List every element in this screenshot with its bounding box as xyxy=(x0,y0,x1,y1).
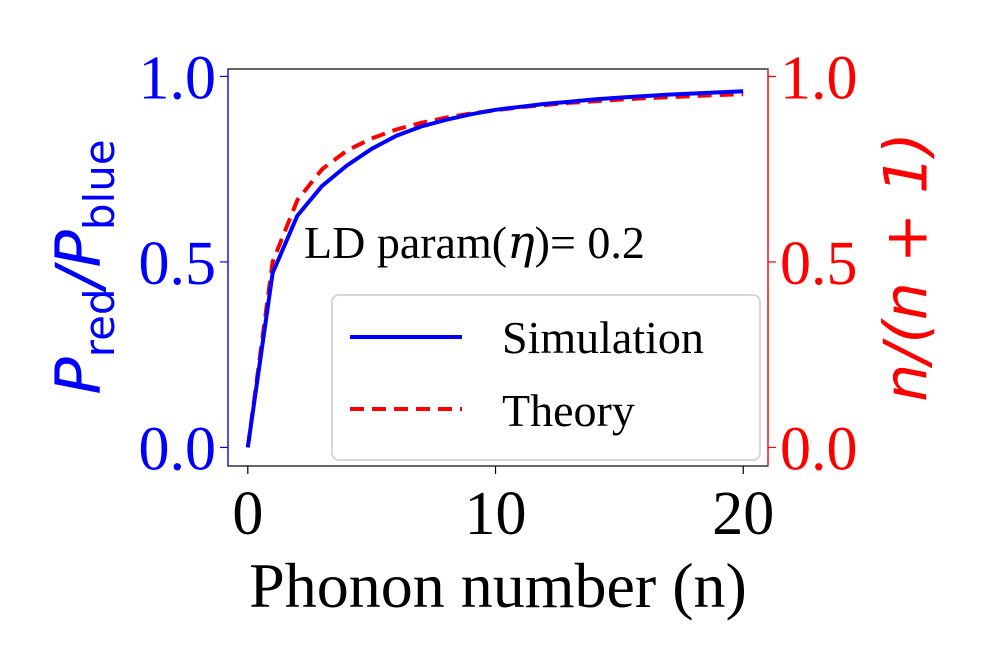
x-tick-label: 0 xyxy=(232,480,263,548)
y-axis-label-right: n/(n + 1) xyxy=(872,132,942,402)
annotation-symbol: η xyxy=(507,215,535,269)
y-axis-label-left: Pred/Pblue xyxy=(42,139,124,394)
x-tick-label: 10 xyxy=(465,480,527,548)
ld-param-annotation: LD param(η)= 0.2 xyxy=(304,215,645,269)
legend-label-theory: Theory xyxy=(502,385,635,436)
y-label-left-sub: red xyxy=(75,288,124,357)
y-label-left-base2: P xyxy=(42,230,115,268)
annotation-prefix: LD param( xyxy=(304,217,507,268)
ticks-layer: 0 10 200.00.51.00.00.51.0 xyxy=(139,44,858,548)
x-axis-label: Phonon number (n) xyxy=(249,550,747,621)
y-tick-label-right: 0.0 xyxy=(780,415,858,483)
legend: Simulation Theory xyxy=(331,294,761,461)
annotation-suffix: )= 0.2 xyxy=(535,217,645,268)
y-label-left-base: P xyxy=(42,357,115,395)
legend-label-simulation: Simulation xyxy=(502,312,704,363)
y-tick-label-left: 1.0 xyxy=(139,44,217,112)
series-layer xyxy=(245,89,744,448)
y-label-left-sub2: blue xyxy=(75,139,124,230)
y-tick-label-right: 0.5 xyxy=(780,230,858,298)
y-tick-label-left: 0.5 xyxy=(139,230,217,298)
series-line-theory xyxy=(245,92,744,448)
y-tick-label-left: 0.0 xyxy=(139,415,217,483)
x-tick-label: 20 xyxy=(712,480,774,548)
y-tick-label-right: 1.0 xyxy=(780,44,858,112)
series-line-simulation xyxy=(245,89,744,448)
